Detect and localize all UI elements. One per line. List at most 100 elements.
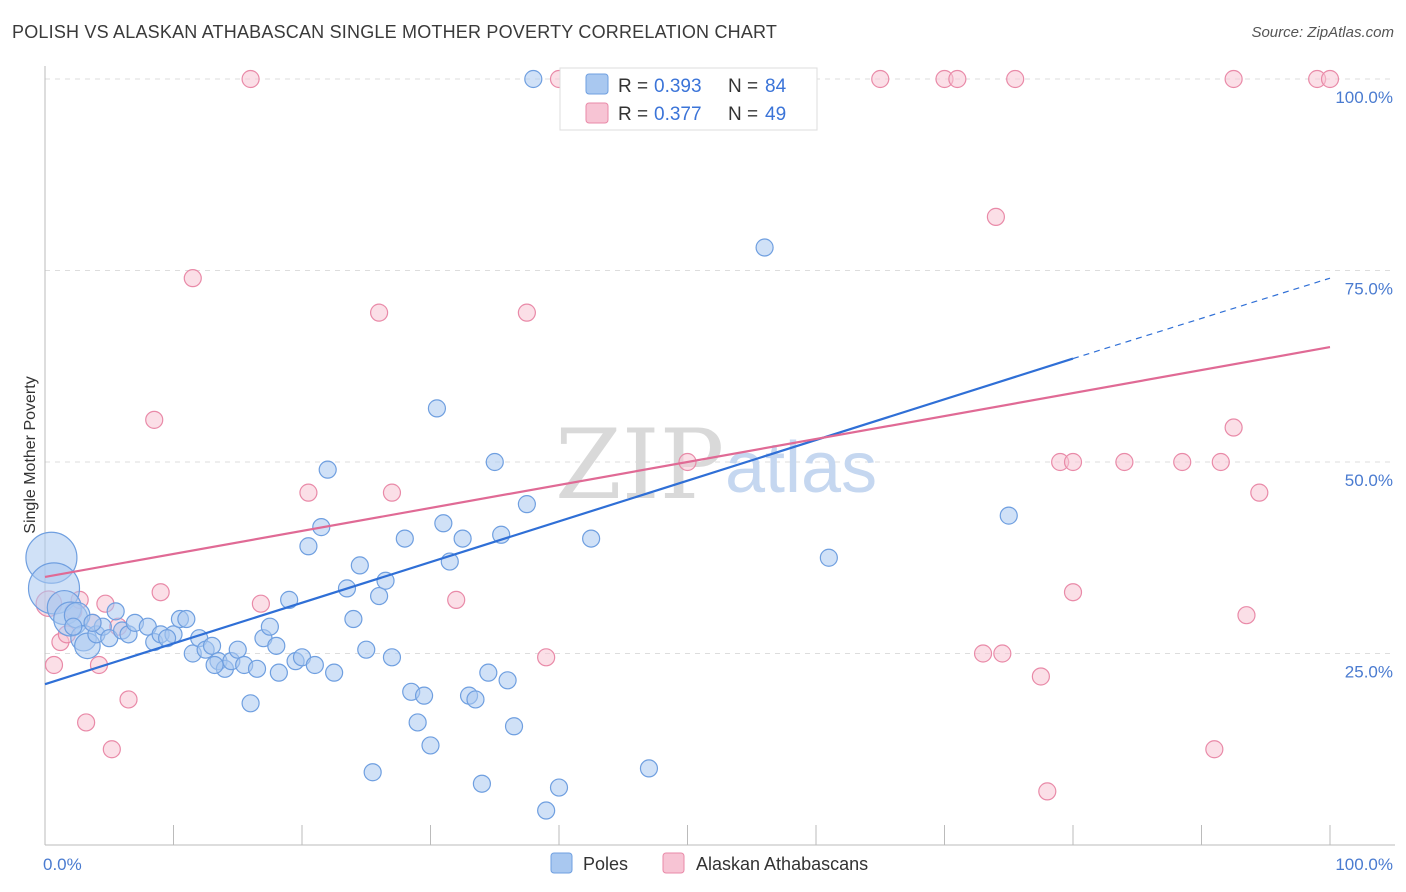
poles-point-70 <box>549 778 569 797</box>
y-tick-label-1: 50.0% <box>1345 471 1393 490</box>
alaskan-point-33 <box>1006 69 1025 89</box>
alaskan-point-37 <box>1063 452 1083 472</box>
alaskan-point-13 <box>145 410 164 429</box>
x-tick-label-0: 0.0% <box>43 855 82 874</box>
poles-point-29 <box>241 694 260 713</box>
alaskan-point-21 <box>447 590 466 609</box>
poles-point-30 <box>247 659 267 678</box>
alaskan-point-45 <box>1237 606 1256 625</box>
alaskan-point-48 <box>1320 69 1340 89</box>
poles-point-69 <box>537 801 556 820</box>
poles-point-40 <box>318 460 337 479</box>
poles-point-47 <box>370 586 389 606</box>
alaskan-point-22 <box>517 303 536 322</box>
legend-poles-r-value: 0.393 <box>654 76 702 97</box>
x-tick-label-1: 100.0% <box>1335 855 1393 874</box>
poles-point-23 <box>202 636 222 655</box>
poles-point-73 <box>639 759 659 778</box>
poles-point-48 <box>376 571 395 590</box>
poles-point-81 <box>157 629 177 648</box>
alaskan-point-43 <box>1224 418 1243 437</box>
alaskan-point-14 <box>151 583 170 602</box>
watermark: ZIP atlas <box>555 409 877 521</box>
poles-point-32 <box>260 617 279 636</box>
trend-lines <box>44 277 1331 686</box>
alaskan-point-31 <box>986 207 1006 226</box>
poles-point-43 <box>344 609 363 629</box>
poles-point-53 <box>414 686 434 705</box>
poles-point-80 <box>83 613 102 632</box>
poles-point-10 <box>106 602 125 621</box>
bottom-legend-alaskan-swatch <box>662 852 685 874</box>
legend-poles-swatch <box>585 73 609 95</box>
poles-point-34 <box>280 590 299 609</box>
alaskan-point-30 <box>973 644 993 663</box>
legend-alaskan-r-label: R = <box>618 104 648 125</box>
poles-point-37 <box>299 537 318 556</box>
legend-alaskan-n-value: 49 <box>765 104 786 125</box>
poles-point-38 <box>305 655 324 675</box>
poles-point-67 <box>517 495 536 514</box>
poles-trend-extension <box>1072 277 1331 360</box>
poles-point-77 <box>999 506 1018 525</box>
axes <box>44 66 1395 846</box>
poles-trend-line <box>44 357 1074 686</box>
poles-point-72 <box>582 529 601 548</box>
alaskan-point-32 <box>993 644 1012 663</box>
alaskan-point-41 <box>1205 740 1224 759</box>
source-credit: Source: ZipAtlas.com <box>1251 24 1394 41</box>
alaskan-point-19 <box>370 303 389 322</box>
poles-point-62 <box>479 663 498 682</box>
y-tick-label-3: 100.0% <box>1335 88 1393 107</box>
poles-point-65 <box>498 671 517 690</box>
alaskan-point-35 <box>1038 782 1057 801</box>
poles-point-27 <box>228 640 247 659</box>
grid-lines <box>45 78 1395 654</box>
poles-point-75 <box>755 238 774 257</box>
poles-point-33 <box>267 636 286 655</box>
series-legend: Poles Alaskan Athabascans <box>550 852 868 874</box>
watermark-atlas: atlas <box>725 428 877 508</box>
alaskan-point-44 <box>1224 69 1243 89</box>
poles-point-58 <box>453 529 472 548</box>
poles-point-61 <box>472 774 491 793</box>
poles-point-76 <box>819 548 838 567</box>
alaskan-point-6 <box>77 713 96 732</box>
poles-point-56 <box>434 514 453 533</box>
poles-point-50 <box>395 529 414 548</box>
poles-point-63 <box>485 452 504 472</box>
legend-poles-n-value: 84 <box>765 76 787 97</box>
alaskan-point-27 <box>871 69 890 89</box>
poles-point-79 <box>64 617 83 636</box>
correlation-legend: R = 0.393 N = 84 R = 0.377 N = 49 <box>559 67 818 131</box>
poles-point-19 <box>177 609 196 629</box>
alaskan-point-15 <box>183 269 202 288</box>
alaskan-point-39 <box>1115 452 1134 472</box>
alaskan-point-23 <box>537 648 556 667</box>
alaskan-point-1 <box>44 655 64 675</box>
poles-point-68 <box>524 69 543 89</box>
poles-point-60 <box>466 690 485 709</box>
poles-point-82 <box>205 655 224 675</box>
alaskan-point-10 <box>102 740 121 759</box>
poles-point-52 <box>408 713 427 732</box>
bottom-legend-poles-label: Poles <box>583 854 628 874</box>
poles-point-45 <box>357 640 376 659</box>
y-axis-label: Single Mother Poverty <box>22 376 39 533</box>
alaskan-point-16 <box>241 69 260 89</box>
poles-point-66 <box>504 717 524 736</box>
alaskan-point-17 <box>251 594 270 613</box>
alaskan-point-38 <box>1063 583 1083 602</box>
alaskan-point-34 <box>1031 667 1050 686</box>
poles-point-55 <box>427 399 447 418</box>
alaskan-point-42 <box>1211 452 1230 472</box>
alaskan-point-40 <box>1173 452 1192 472</box>
poles-point-54 <box>421 736 440 755</box>
legend-poles-r-label: R = <box>618 76 648 97</box>
bottom-legend-alaskan-label: Alaskan Athabascans <box>696 854 868 874</box>
y-tick-label-0: 25.0% <box>1345 663 1393 682</box>
poles-point-46 <box>363 763 382 782</box>
poles-point-83 <box>269 663 288 682</box>
poles-point-44 <box>350 556 369 575</box>
